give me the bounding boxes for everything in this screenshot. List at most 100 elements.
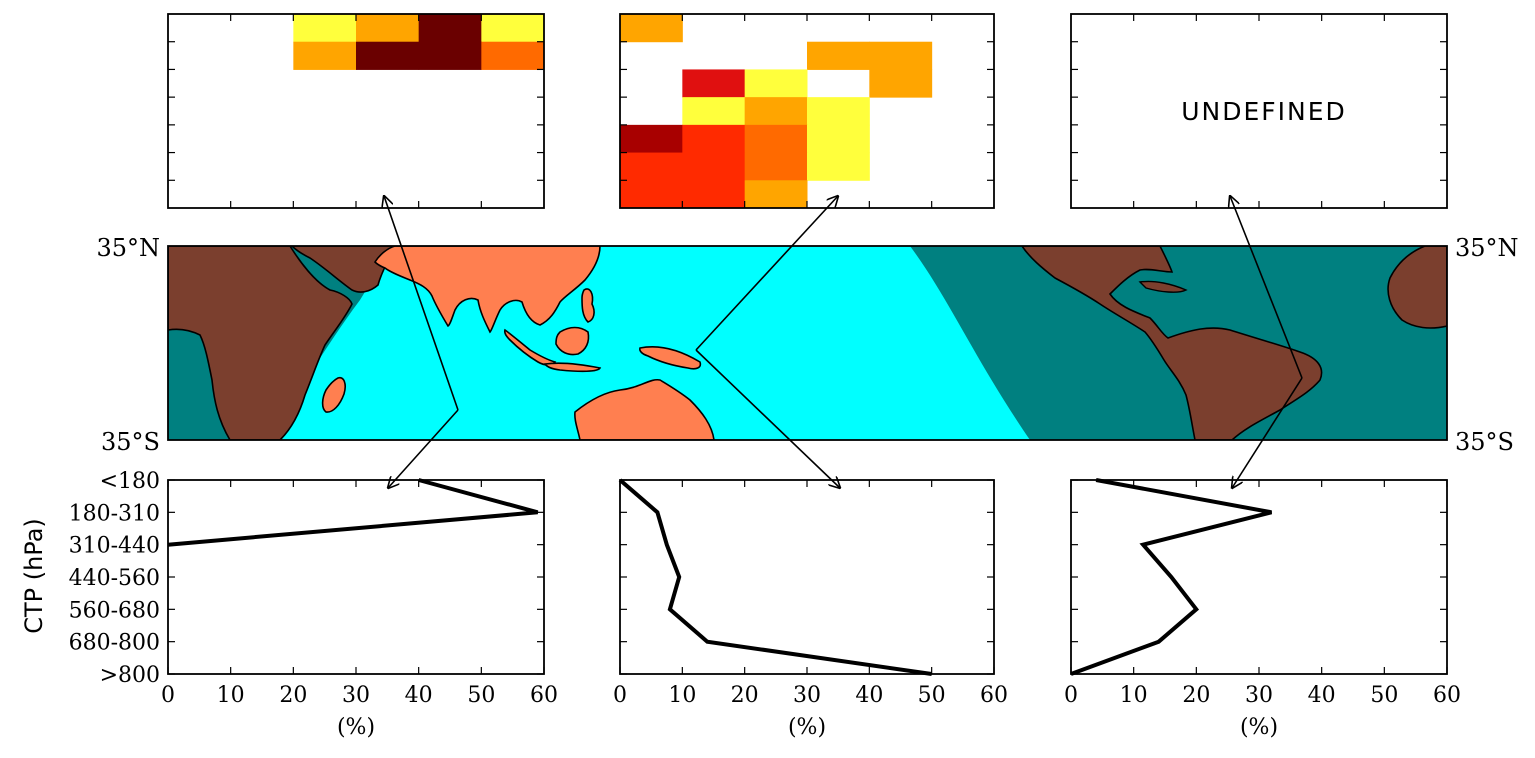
map-land-australia: [574, 378, 715, 440]
x-tick-label: 40: [1308, 683, 1336, 708]
connector-arrows: [384, 196, 1303, 488]
lat-label-south-right: 35°S: [1455, 428, 1514, 456]
series-line: [618, 478, 932, 676]
map-land-java: [543, 362, 602, 373]
arrow-middle-up: [695, 196, 838, 351]
x-tick-label: 60: [530, 683, 558, 708]
heatmap-cell: [744, 180, 808, 209]
series-line: [167, 478, 539, 547]
map-land-borneo: [555, 326, 590, 356]
x-tick-label: 40: [405, 683, 433, 708]
arrow-middle-down: [695, 349, 840, 488]
x-tick-label: 0: [161, 683, 175, 708]
arrow-left-up: [384, 196, 459, 411]
line-panel-bottom-right: 0 10 20 30 40 50 60 (%): [1064, 478, 1461, 740]
heatmap-cell: [682, 97, 746, 126]
plot-background: [168, 480, 544, 674]
heatmap-cell: [481, 41, 545, 70]
arrow-right-down: [1232, 377, 1303, 488]
heatmap-cell: [807, 41, 870, 70]
x-tick-label: 10: [217, 683, 245, 708]
map-land-asia: [373, 246, 601, 334]
heatmap-cell: [418, 14, 482, 43]
map-land-africa: [168, 246, 353, 440]
line-panel-bottom-left: 0 10 20 30 40 50 60 <180 180-310 310-440 440-560 56…: [69, 469, 558, 740]
heatmap-cell: [418, 41, 482, 70]
heatmap-cell: [481, 14, 545, 43]
undefined-annotation: UNDEFINED: [1181, 97, 1347, 126]
x-tick-label: 50: [467, 683, 495, 708]
x-tick-label: 20: [731, 683, 759, 708]
heatmap-cell: [744, 69, 808, 98]
line-panel-bottom-middle: 0 10 20 30 40 50 60 (%): [613, 478, 1008, 740]
heatmap-frame: [1070, 13, 1448, 209]
heatmap-cell: [744, 97, 808, 126]
x-tick-label: 10: [1120, 683, 1148, 708]
heatmap-background: [1071, 14, 1447, 208]
heatmap-panel-top-right: UNDEFINED: [1070, 13, 1448, 209]
map-land-madagascar: [321, 376, 346, 413]
x-tick-label: 30: [342, 683, 370, 708]
heatmap-frame: [167, 13, 545, 209]
x-tick-label: 40: [855, 683, 883, 708]
x-tick-label: 20: [1182, 683, 1210, 708]
map-land-west-africa-right: [1387, 246, 1447, 329]
arrow-right-up: [1230, 196, 1303, 379]
heatmap-cell: [682, 124, 746, 154]
heatmap-cell: [807, 152, 870, 181]
x-tick-label: 30: [1245, 683, 1273, 708]
heatmap-panel-top-left: [167, 13, 545, 209]
heatmap-cell: [682, 152, 746, 181]
x-tick-label: 50: [1370, 683, 1398, 708]
x-tick-label: 10: [668, 683, 696, 708]
heatmap-cell: [620, 124, 683, 154]
heatmap-cell: [620, 152, 683, 181]
heatmap-cell: [682, 180, 746, 209]
heatmap-frame: [619, 13, 995, 209]
map-land-cuba: [1138, 280, 1188, 293]
heatmap-cell: [869, 69, 933, 98]
x-tick-label: 20: [279, 683, 307, 708]
heatmap-cell: [744, 124, 808, 154]
y-tick-label: 310-440: [69, 534, 160, 559]
plot-background: [1071, 480, 1447, 674]
x-axis-label: (%): [337, 715, 375, 740]
heatmap-cell: [620, 180, 683, 209]
y-axis-label: CTP (hPa): [20, 518, 48, 634]
x-axis-label: (%): [788, 715, 826, 740]
plot-frame: [1070, 479, 1448, 675]
heatmap-cell: [293, 41, 357, 70]
x-axis-label: (%): [1240, 715, 1278, 740]
heatmap-cell: [807, 124, 870, 154]
lat-label-north-right: 35°N: [1455, 234, 1519, 262]
y-tick-label: >800: [100, 663, 160, 688]
x-tick-label: 60: [1433, 683, 1461, 708]
map-land-philippines: [581, 288, 595, 323]
plot-frame: [619, 479, 995, 675]
x-tick-label: 60: [980, 683, 1008, 708]
heatmap-cell: [356, 41, 420, 70]
heatmap-cell: [744, 152, 808, 181]
x-tick-label: 0: [613, 683, 627, 708]
heatmap-panel-top-middle: [619, 13, 995, 209]
map-land-new-guinea: [639, 345, 702, 370]
map-land-americas: [1021, 246, 1323, 440]
plot-background: [620, 480, 994, 674]
heatmap-cell: [682, 69, 746, 98]
world-map: 35°N 35°S 35°N 35°S: [96, 234, 1518, 456]
x-tick-label: 0: [1064, 683, 1078, 708]
y-tick-label: 440-560: [69, 566, 160, 591]
y-tick-label: 560-680: [69, 598, 160, 623]
arrow-left-down: [388, 409, 459, 488]
x-tick-label: 30: [793, 683, 821, 708]
heatmap-cell: [807, 97, 870, 126]
series-line: [1070, 478, 1272, 676]
y-tick-label: 180-310: [69, 501, 160, 526]
plot-frame: [167, 479, 545, 675]
heatmap-cell: [293, 14, 357, 43]
y-tick-label: 680-800: [69, 631, 160, 656]
heatmap-cell: [620, 14, 683, 43]
map-frame: [167, 245, 1448, 441]
x-tick-label: 50: [918, 683, 946, 708]
